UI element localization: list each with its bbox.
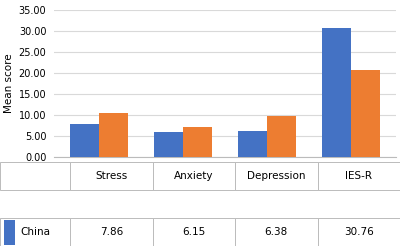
Y-axis label: Mean score: Mean score <box>4 54 14 113</box>
Text: 6.38: 6.38 <box>265 227 288 237</box>
Bar <box>351 70 380 157</box>
Text: 6.15: 6.15 <box>182 227 205 237</box>
Bar <box>70 218 152 246</box>
Bar <box>70 124 99 157</box>
Bar <box>235 218 318 246</box>
Text: IES-R: IES-R <box>345 171 372 181</box>
Text: Anxiety: Anxiety <box>174 171 214 181</box>
Bar <box>0 218 70 246</box>
Text: Depression: Depression <box>247 171 306 181</box>
Text: 30.76: 30.76 <box>344 227 374 237</box>
Bar <box>322 28 351 157</box>
Bar <box>99 113 128 157</box>
Bar <box>318 162 400 190</box>
Text: Stress: Stress <box>95 171 127 181</box>
Bar <box>152 218 235 246</box>
Bar <box>235 162 318 190</box>
Bar <box>152 162 235 190</box>
Bar <box>154 132 183 157</box>
Bar <box>238 131 267 157</box>
Text: China: China <box>20 227 50 237</box>
Bar <box>0 162 70 190</box>
Bar <box>267 116 296 157</box>
Bar <box>4 219 15 245</box>
Bar <box>183 127 212 157</box>
Text: 7.86: 7.86 <box>100 227 123 237</box>
Bar <box>318 218 400 246</box>
Bar <box>70 162 152 190</box>
